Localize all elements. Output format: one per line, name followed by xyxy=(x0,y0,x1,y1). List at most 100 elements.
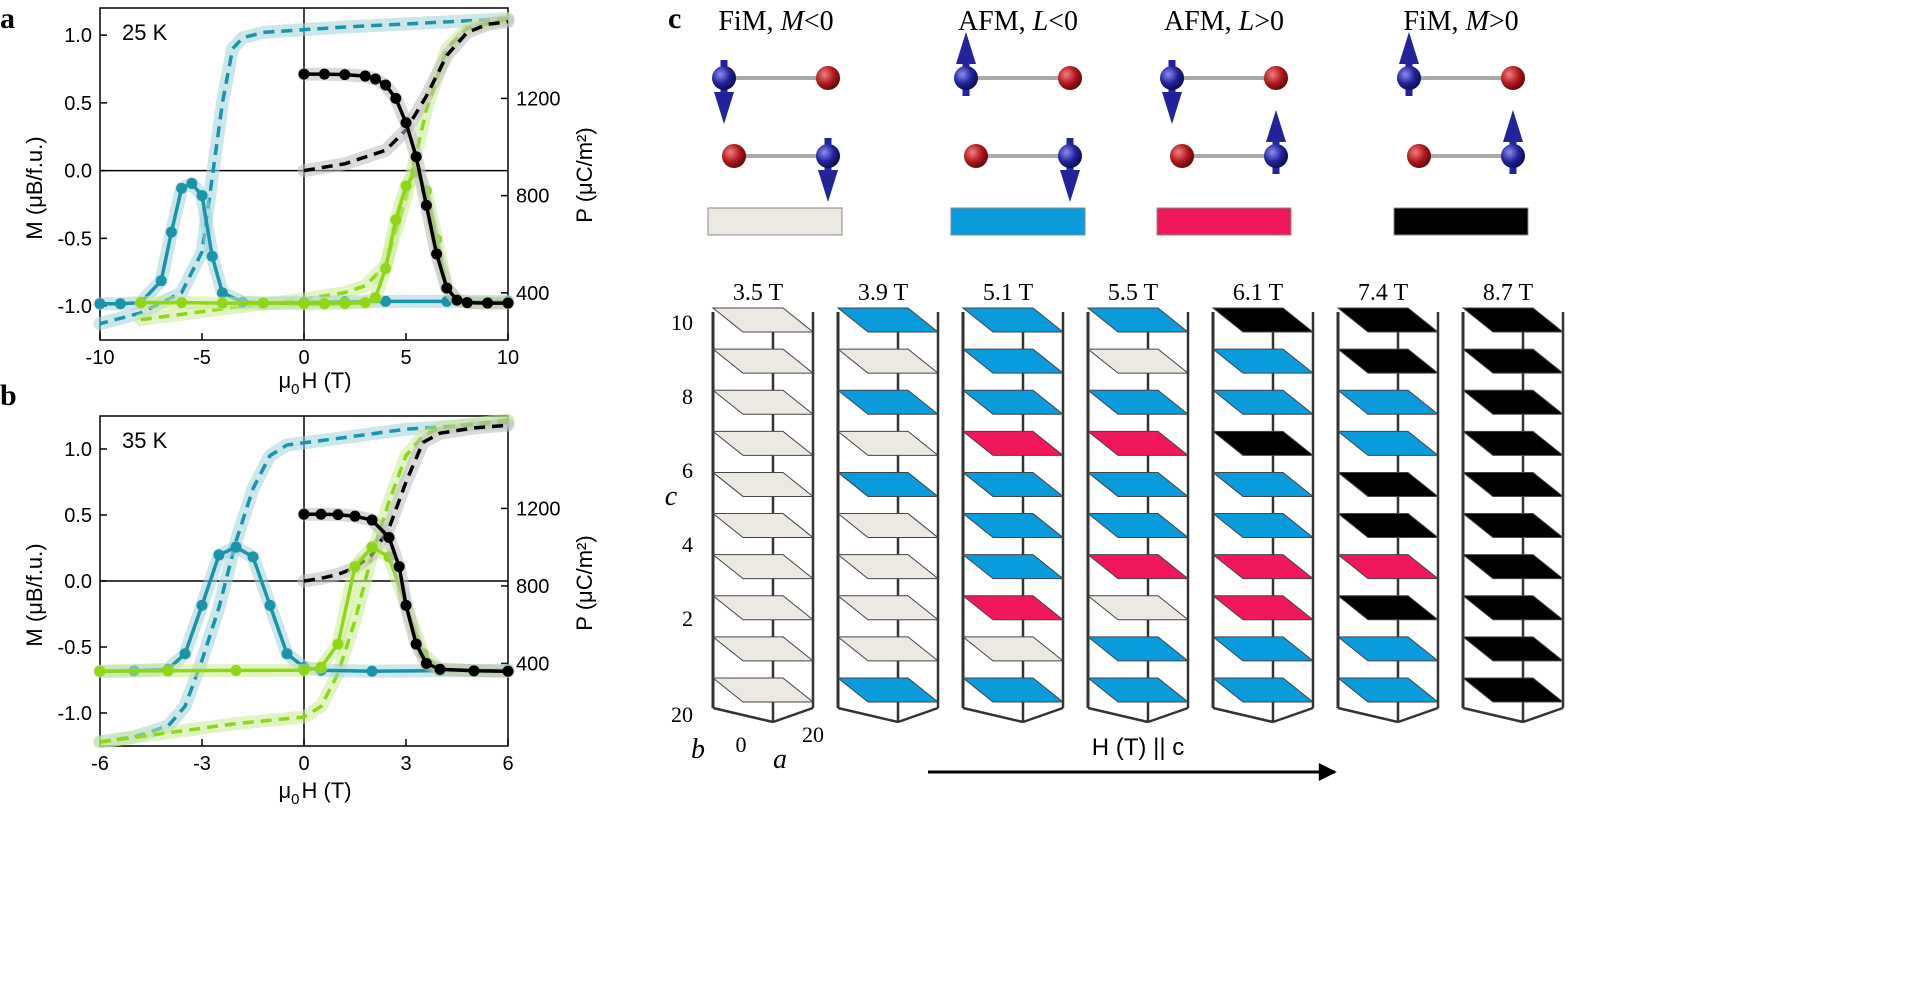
domain-layer xyxy=(1336,430,1440,456)
x-tick-label: -3 xyxy=(193,753,211,775)
y2-tick-label: 400 xyxy=(516,283,549,305)
domain-layer xyxy=(836,595,940,621)
x-tick-label: 10 xyxy=(497,347,519,369)
stack-base xyxy=(837,706,899,724)
p-down-sweep-marker xyxy=(196,599,208,611)
mn-atom-icon xyxy=(1397,66,1421,90)
p-up-sweep-marker xyxy=(390,214,402,226)
state-label-prefix: FiM, xyxy=(718,6,780,37)
spin-arrow-icon xyxy=(956,32,976,64)
domain-layer xyxy=(711,471,815,497)
b-tick-label: 20 xyxy=(671,702,693,727)
p-down-sweep-marker xyxy=(165,226,177,238)
domain-layer xyxy=(1461,430,1565,456)
mn-atom-icon xyxy=(1160,66,1184,90)
stack-column: 5.1 T xyxy=(961,280,1065,724)
p-up-sweep-marker xyxy=(135,297,147,309)
p-up-sweep-marker xyxy=(359,297,371,309)
mn-atom-icon xyxy=(1058,144,1082,168)
p-up-sweep-marker xyxy=(216,297,228,309)
state-label-prefix: AFM, xyxy=(958,6,1033,37)
p-down-sweep-marker xyxy=(247,551,259,563)
domain-layer xyxy=(711,677,815,703)
a-axis-label: a xyxy=(773,744,787,775)
o-atom-icon xyxy=(1170,144,1194,168)
domain-layer xyxy=(1086,471,1190,497)
y-tick-label: 0.5 xyxy=(64,93,92,115)
panel-c: c FiM, M<0 AFM, L<0 AFM, L>0 FiM, M>0 3.5 T… xyxy=(665,2,1565,781)
domain-layer xyxy=(961,513,1065,539)
o-atom-icon xyxy=(1264,66,1288,90)
state-label: AFM, L>0 xyxy=(1164,6,1284,37)
domain-layer xyxy=(836,636,940,662)
domain-layer xyxy=(711,513,815,539)
c-axis-label: c xyxy=(665,481,678,512)
domain-layer xyxy=(1211,554,1315,580)
p-up-sweep-marker xyxy=(298,298,310,310)
panel-b-ylabel-left: M (μB/f.u.) xyxy=(22,543,47,646)
domain-layer xyxy=(1211,636,1315,662)
stack-base xyxy=(962,706,1024,724)
domain-layer xyxy=(1336,595,1440,621)
domain-layer xyxy=(836,471,940,497)
field-label: 8.7 T xyxy=(1483,280,1534,306)
panel-a-xlabel-rest: H (T) xyxy=(301,368,351,393)
domain-layer xyxy=(836,307,940,333)
p-down-sweep-marker xyxy=(94,298,106,310)
field-label: 7.4 T xyxy=(1358,280,1409,306)
domain-layer xyxy=(711,636,815,662)
domain-layer xyxy=(1086,636,1190,662)
spin-arrow-icon xyxy=(1503,110,1523,142)
x-tick-label: 3 xyxy=(400,753,411,775)
panel-a-plot: -10 -5 0 5 10 -1.0 -0.5 0.0 0.5 1.0 400 800 1200 xyxy=(58,7,561,369)
state-color-swatch xyxy=(950,207,1086,236)
spin-arrow-icon xyxy=(818,170,838,202)
y-tick-label: 0.5 xyxy=(64,505,92,527)
x-tick-label: -5 xyxy=(193,347,211,369)
state-label-suffix: >0 xyxy=(1489,6,1519,37)
o-atom-icon xyxy=(1407,144,1431,168)
panel-b-xlabel-rest: H (T) xyxy=(301,778,351,803)
c-tick-label: 4 xyxy=(682,532,693,557)
x-tick-label: -10 xyxy=(86,347,115,369)
y2-tick-label: 1200 xyxy=(516,498,561,520)
panel-b-ylabel-right: P (μC/m²) xyxy=(572,535,597,630)
domain-layer xyxy=(1211,348,1315,374)
p-down-sweep-marker xyxy=(264,599,276,611)
stack-column: 3.5 T xyxy=(711,280,815,724)
domain-layer xyxy=(836,389,940,415)
p-down-sweep-marker xyxy=(366,665,378,677)
p-up-sweep-marker xyxy=(162,665,174,677)
domain-layer xyxy=(961,636,1065,662)
domain-layer xyxy=(961,595,1065,621)
p-up-sweep-marker xyxy=(318,298,330,310)
x-tick-label: 0 xyxy=(298,347,309,369)
domain-layer xyxy=(711,595,815,621)
p-up-sweep-marker xyxy=(369,292,381,304)
state-label: FiM, M>0 xyxy=(1403,6,1518,37)
domain-layer xyxy=(961,554,1065,580)
stack-base xyxy=(1147,706,1189,724)
domain-layer xyxy=(711,307,815,333)
x-tick-label: 5 xyxy=(400,347,411,369)
b-axis-label: b xyxy=(691,734,705,765)
panel-b: b 35 K -6 -3 0 3 6 -1.0 -0.5 0.0 0.5 1.0 400 800 120… xyxy=(0,379,597,808)
field-label: 3.9 T xyxy=(858,280,909,306)
p-virgin-marker xyxy=(383,531,395,543)
domain-layer xyxy=(1211,595,1315,621)
state-label-prefix: FiM, xyxy=(1403,6,1465,37)
domain-layer xyxy=(1336,554,1440,580)
state-3: FiM, M>0 xyxy=(1393,6,1529,236)
stack-base xyxy=(1087,706,1149,724)
c-tick-label: 6 xyxy=(682,458,693,483)
y-tick-label: 0.0 xyxy=(64,571,92,593)
y2-tick-label: 800 xyxy=(516,576,549,598)
panel-b-xlabel-mu: μ xyxy=(278,778,291,803)
p-up-sweep-marker xyxy=(230,664,242,676)
stack-base xyxy=(772,706,814,724)
state-label: FiM, M<0 xyxy=(718,6,833,37)
domain-layer xyxy=(1336,513,1440,539)
panel-b-label: b xyxy=(0,379,17,412)
domain-layer xyxy=(1461,595,1565,621)
y-tick-label: 1.0 xyxy=(64,439,92,461)
